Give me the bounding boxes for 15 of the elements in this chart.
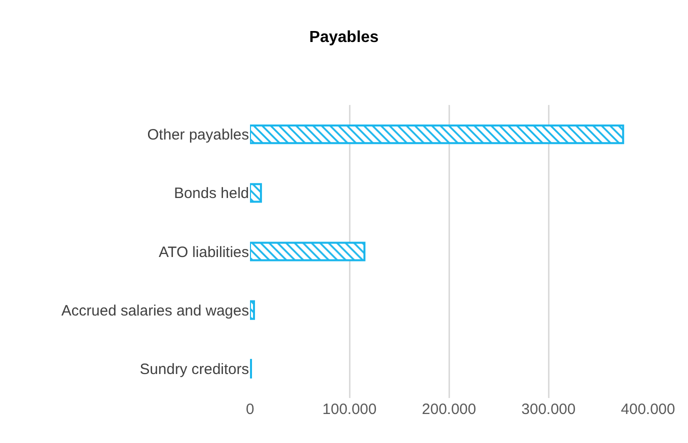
x-tick-label: 300.000 (521, 401, 576, 418)
bar (250, 300, 255, 320)
chart-title: Payables (309, 29, 379, 46)
x-tick-label: 0 (246, 401, 254, 418)
bar (250, 242, 366, 262)
bar (250, 183, 262, 203)
y-tick-label: Sundry creditors (140, 360, 249, 378)
y-tick-label: Other payables (147, 126, 249, 144)
y-tick-label: ATO liabilities (158, 244, 249, 261)
y-tick-label: Accrued salaries and wages (61, 302, 249, 320)
bar (250, 124, 624, 144)
x-tick-label: 100.000 (322, 401, 377, 418)
x-tick-label: 200.000 (422, 401, 476, 418)
x-tick-label: 400.000 (620, 401, 676, 418)
y-tick-label: Bonds held (174, 185, 249, 202)
